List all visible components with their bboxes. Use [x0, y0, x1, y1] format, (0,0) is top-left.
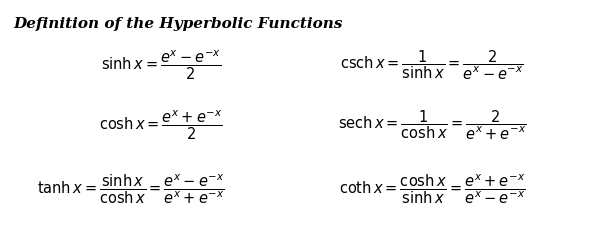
Text: $\tanh x = \dfrac{\sinh x}{\cosh x} = \dfrac{e^{x} - e^{-x}}{e^{x} + e^{-x}}$: $\tanh x = \dfrac{\sinh x}{\cosh x} = \d…: [37, 172, 225, 205]
Text: $\mathrm{coth}\, x = \dfrac{\cosh x}{\sinh x} = \dfrac{e^{x} + e^{-x}}{e^{x} - e: $\mathrm{coth}\, x = \dfrac{\cosh x}{\si…: [339, 172, 525, 205]
Text: $\cosh x = \dfrac{e^{x} + e^{-x}}{2}$: $\cosh x = \dfrac{e^{x} + e^{-x}}{2}$: [99, 108, 223, 141]
Text: $\mathrm{sech}\, x = \dfrac{1}{\cosh x} = \dfrac{2}{e^{x} + e^{-x}}$: $\mathrm{sech}\, x = \dfrac{1}{\cosh x} …: [338, 108, 527, 141]
Text: $\sinh x = \dfrac{e^{x} - e^{-x}}{2}$: $\sinh x = \dfrac{e^{x} - e^{-x}}{2}$: [101, 49, 221, 82]
Text: $\mathrm{csch}\, x = \dfrac{1}{\sinh x} = \dfrac{2}{e^{x} - e^{-x}}$: $\mathrm{csch}\, x = \dfrac{1}{\sinh x} …: [340, 49, 524, 82]
Text: Definition of the Hyperbolic Functions: Definition of the Hyperbolic Functions: [13, 17, 343, 31]
